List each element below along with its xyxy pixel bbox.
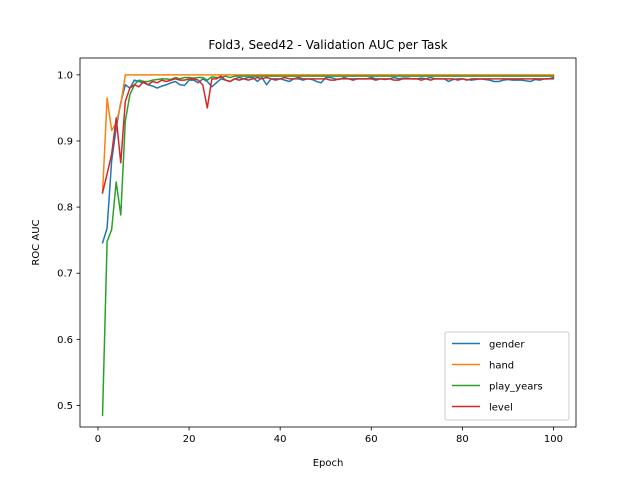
y-axis-title: ROC AUC: [31, 219, 42, 265]
x-tick-label: 0: [95, 434, 101, 445]
legend-label-hand: hand: [489, 361, 514, 372]
x-tick-label: 20: [183, 434, 196, 445]
legend-label-level: level: [489, 403, 513, 414]
y-tick-label: 0.6: [57, 335, 73, 346]
y-tick-label: 0.9: [57, 136, 73, 147]
y-tick-label: 0.8: [57, 203, 73, 214]
y-tick-label: 1.0: [57, 70, 73, 81]
series-line-level: [101, 75, 555, 194]
chart-title: Fold3, Seed42 - Validation AUC per Task: [208, 38, 447, 52]
x-axis: 0 20 40 60 80 100: [95, 427, 563, 445]
legend-label-gender: gender: [489, 340, 525, 351]
series-line-hand: [101, 74, 555, 194]
y-axis: 0.5 0.6 0.7 0.8 0.9 1.0: [57, 70, 80, 412]
series-line-play-years: [101, 75, 555, 417]
x-axis-title: Epoch: [313, 458, 344, 469]
legend-label-play-years: play_years: [489, 382, 543, 393]
x-tick-label: 80: [456, 434, 469, 445]
series-layer: [101, 74, 555, 417]
plot-frame: [79, 57, 577, 428]
x-tick-label: 40: [274, 434, 287, 445]
x-tick-label: 100: [544, 434, 563, 445]
x-tick-label: 60: [365, 434, 378, 445]
legend-box: [444, 331, 570, 421]
y-tick-label: 0.5: [57, 401, 73, 412]
y-tick-label: 0.7: [57, 269, 73, 280]
